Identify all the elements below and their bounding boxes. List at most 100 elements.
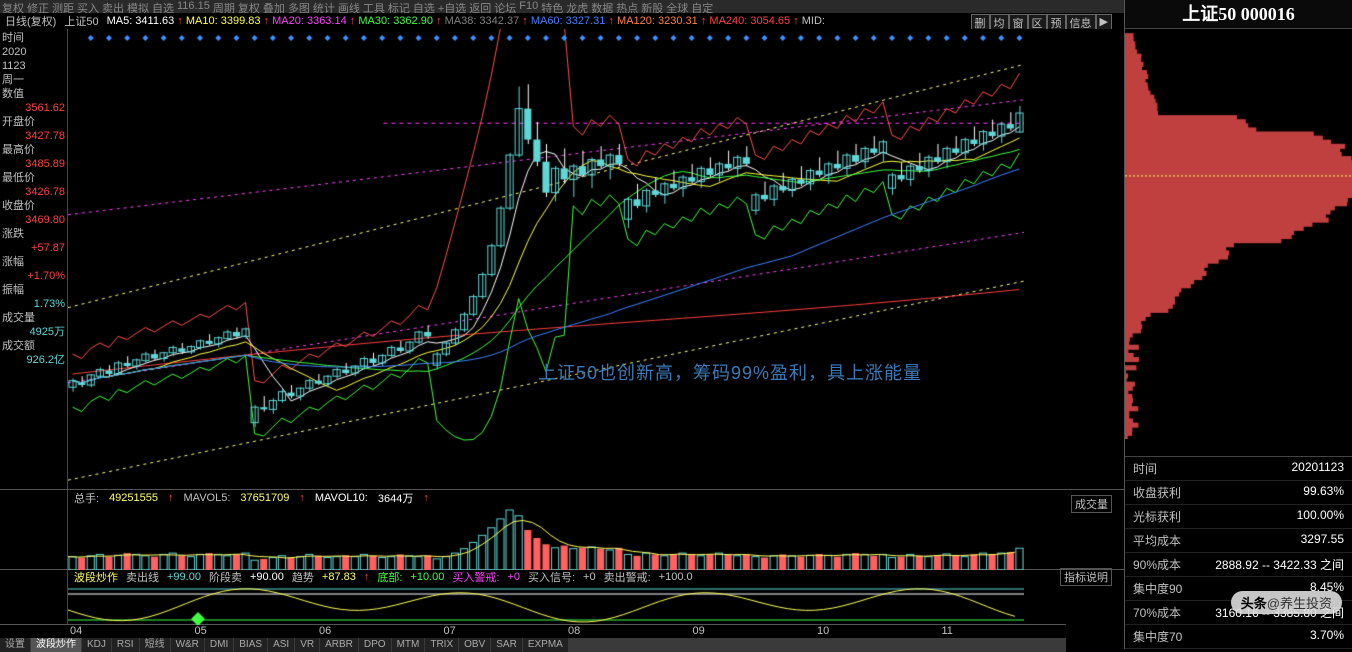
- sidebar-row: 3426.78: [2, 185, 65, 199]
- sidebar-row: 振幅: [2, 283, 65, 297]
- sidebar-row: 1123: [2, 59, 65, 73]
- tab-VR[interactable]: VR: [295, 638, 319, 652]
- toolbar-item[interactable]: 卖出: [102, 0, 124, 13]
- ind-header-item: 波段炒作: [74, 570, 118, 584]
- toolbar-item[interactable]: F10: [519, 0, 538, 13]
- toolbar-item[interactable]: 热点: [616, 0, 638, 13]
- info-sidebar: 时间20201123周一数值3561.62开盘价3427.78最高价3485.8…: [0, 29, 68, 489]
- vol-header-item: MAVOL10:: [315, 492, 368, 504]
- ind-header-item: +90.00: [250, 571, 284, 583]
- toolbar-item[interactable]: 论坛: [494, 0, 516, 13]
- sidebar-row: 涨跌: [2, 227, 65, 241]
- ma-value: MA240: 3054.65 ↑: [709, 15, 798, 27]
- sidebar-row: 开盘价: [2, 115, 65, 129]
- tab-SAR[interactable]: SAR: [491, 638, 522, 652]
- toolbar-item[interactable]: 数据: [591, 0, 613, 13]
- ind-header-item: +0: [583, 571, 596, 583]
- toolbar-item[interactable]: 复权: [238, 0, 260, 13]
- ind-header-item: 趋势: [292, 570, 314, 584]
- ind-header-item: 买入警戒:: [452, 570, 499, 584]
- date-tick: 10: [817, 625, 942, 638]
- tab-短线[interactable]: 短线: [140, 638, 170, 652]
- info-row: 时间20201123: [1125, 457, 1352, 481]
- ma-value: MA10: 3399.83 ↑: [186, 15, 269, 27]
- tab-W&R[interactable]: W&R: [171, 638, 204, 652]
- tab-BIAS[interactable]: BIAS: [234, 638, 267, 652]
- chart-annotation: 上证50也创新高，筹码99%盈利，具上涨能量: [538, 359, 922, 385]
- toolbar-item[interactable]: 新股: [641, 0, 663, 13]
- info-row: 集中度703.70%: [1125, 625, 1352, 649]
- toolbar-item[interactable]: 买入: [77, 0, 99, 13]
- tab-ASI[interactable]: ASI: [268, 638, 294, 652]
- tab-DPO[interactable]: DPO: [359, 638, 391, 652]
- toolbar-item[interactable]: 周期: [213, 0, 235, 13]
- ind-header-item: +10.00: [410, 571, 444, 583]
- right-panel-title: 上证50 000016: [1125, 0, 1352, 28]
- toolbar-item[interactable]: 模拟: [127, 0, 149, 13]
- ma-value: MA60: 3327.31 ↑: [531, 15, 614, 27]
- date-tick: 07: [444, 625, 569, 638]
- info-row: 收盘获利99.63%: [1125, 481, 1352, 505]
- toolbar-item[interactable]: 复权: [2, 0, 24, 13]
- toolbar-item[interactable]: 画线: [338, 0, 360, 13]
- volume-profile: [1125, 28, 1352, 457]
- toolbar-item[interactable]: 标记: [388, 0, 410, 13]
- sidebar-row: 成交额: [2, 339, 65, 353]
- sidebar-row: 收盘价: [2, 199, 65, 213]
- volume-label[interactable]: 成交量: [1071, 495, 1112, 513]
- sidebar-row: 3485.89: [2, 157, 65, 171]
- sidebar-row: 1.73%: [2, 297, 65, 311]
- ma-value: MA20: 3363.14 ↑: [272, 15, 355, 27]
- ind-header-item: +100.0: [659, 571, 693, 583]
- tab-波段炒作[interactable]: 波段炒作: [31, 638, 81, 652]
- ind-header-item: 买入信号:: [528, 570, 575, 584]
- tab-TRIX[interactable]: TRIX: [425, 638, 458, 652]
- toolbar-item[interactable]: 自选: [152, 0, 174, 13]
- toolbar-item[interactable]: 自定: [691, 0, 713, 13]
- sidebar-row: 最低价: [2, 171, 65, 185]
- tab-KDJ[interactable]: KDJ: [82, 638, 111, 652]
- date-axis: 0405060708091011: [0, 624, 1066, 638]
- tab-EXPMA[interactable]: EXPMA: [523, 638, 568, 652]
- tab-ARBR[interactable]: ARBR: [320, 638, 358, 652]
- vol-header-item: 37651709: [240, 492, 289, 504]
- mode-label: 日线(复权): [5, 13, 56, 29]
- ma-value: MA38: 3342.37 ↑: [445, 15, 528, 27]
- right-panel: 上证50 000016 时间20201123收盘获利99.63%光标获利100.…: [1124, 0, 1352, 649]
- toolbar-item[interactable]: 修正: [27, 0, 49, 13]
- tab-设置[interactable]: 设置: [0, 638, 30, 652]
- vol-header-item: 总手:: [74, 490, 99, 506]
- toolbar-item[interactable]: 多图: [288, 0, 310, 13]
- toolbar-item[interactable]: 龙虎: [566, 0, 588, 13]
- ind-header-item: 底部:: [377, 570, 402, 584]
- ma-value: MA120: 3230.31 ↑: [617, 15, 706, 27]
- toolbar-item[interactable]: 统计: [313, 0, 335, 13]
- toolbar-item[interactable]: +自选: [438, 0, 466, 13]
- toolbar-item[interactable]: 测距: [52, 0, 74, 13]
- ind-header-item: 卖出警戒:: [604, 570, 651, 584]
- tab-OBV[interactable]: OBV: [459, 638, 490, 652]
- sidebar-row: 2020: [2, 45, 65, 59]
- sidebar-row: 周一: [2, 73, 65, 87]
- toolbar-item[interactable]: 全球: [666, 0, 688, 13]
- vol-header-item: ↑: [168, 492, 174, 504]
- sidebar-row: 涨幅: [2, 255, 65, 269]
- toolbar-item[interactable]: 工具: [363, 0, 385, 13]
- toolbar-item[interactable]: 116.15: [177, 0, 210, 13]
- sidebar-row: 数值: [2, 87, 65, 101]
- tab-DMI[interactable]: DMI: [205, 638, 233, 652]
- sidebar-row: 成交量: [2, 311, 65, 325]
- indicator-tabs[interactable]: 设置波段炒作KDJRSI短线W&RDMIBIASASIVRARBRDPOMTMT…: [0, 638, 1066, 652]
- toolbar-item[interactable]: 自选: [413, 0, 435, 13]
- toolbar-item[interactable]: 返回: [469, 0, 491, 13]
- index-name: 上证50: [64, 13, 98, 29]
- tab-RSI[interactable]: RSI: [112, 638, 139, 652]
- ind-header-item: 卖出线: [126, 570, 159, 584]
- toolbar-item[interactable]: 叠加: [263, 0, 285, 13]
- info-row: 光标获利100.00%: [1125, 505, 1352, 529]
- date-tick: 04: [70, 625, 195, 638]
- tab-MTM[interactable]: MTM: [392, 638, 425, 652]
- toolbar-item[interactable]: 特色: [541, 0, 563, 13]
- indicator-label[interactable]: 指标说明: [1060, 568, 1112, 586]
- sidebar-row: 时间: [2, 31, 65, 45]
